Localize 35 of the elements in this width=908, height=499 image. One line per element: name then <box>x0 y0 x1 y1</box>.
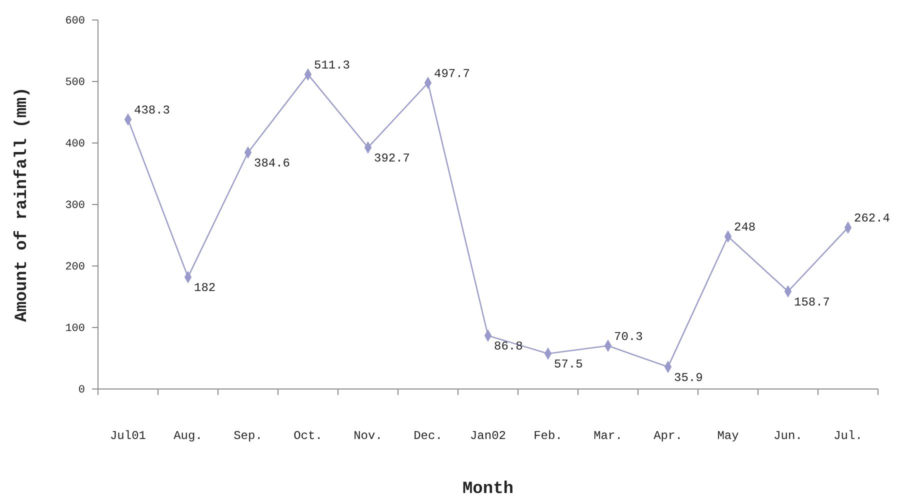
x-tick-label: May <box>717 429 739 443</box>
y-tick-label: 0 <box>78 384 85 397</box>
x-tick-label: Feb. <box>534 429 562 443</box>
y-tick-label: 400 <box>65 138 85 151</box>
y-axis-title: Amount of rainfall (mm) <box>13 87 32 322</box>
y-tick-label: 600 <box>65 16 85 28</box>
x-axis-title: Month <box>462 480 514 499</box>
data-label: 86.8 <box>494 340 523 354</box>
x-tick-label: Jun. <box>774 429 802 443</box>
y-tick-label: 200 <box>65 262 85 274</box>
x-tick-label: Jul01 <box>110 429 146 443</box>
x-tick-label: Nov. <box>354 429 382 443</box>
x-tick-label: Sep. <box>234 429 262 443</box>
data-label: 158.7 <box>794 295 830 310</box>
x-tick-label: Oct. <box>294 429 322 443</box>
y-tick-label: 100 <box>65 323 85 336</box>
x-tick-label: Jul. <box>834 429 862 443</box>
y-tick-label: 500 <box>65 77 85 90</box>
data-label: 248 <box>734 220 756 234</box>
x-tick-label: Apr. <box>654 429 682 443</box>
data-label: 262.4 <box>854 212 890 226</box>
x-tick-label: Dec. <box>414 429 442 443</box>
data-label: 392.7 <box>374 151 410 166</box>
x-tick-label: Jan02 <box>470 429 506 443</box>
data-label: 57.5 <box>554 358 583 372</box>
data-label: 511.3 <box>314 58 350 73</box>
data-label: 35.9 <box>674 370 703 385</box>
y-tick-label: 300 <box>65 200 85 212</box>
data-label: 384.6 <box>254 156 290 170</box>
x-tick-label: Aug. <box>174 429 202 443</box>
data-label: 497.7 <box>434 66 470 81</box>
data-label: 70.3 <box>614 330 643 344</box>
data-label: 182 <box>194 281 216 296</box>
x-tick-label: Mar. <box>594 429 622 443</box>
data-label: 438.3 <box>134 103 170 118</box>
